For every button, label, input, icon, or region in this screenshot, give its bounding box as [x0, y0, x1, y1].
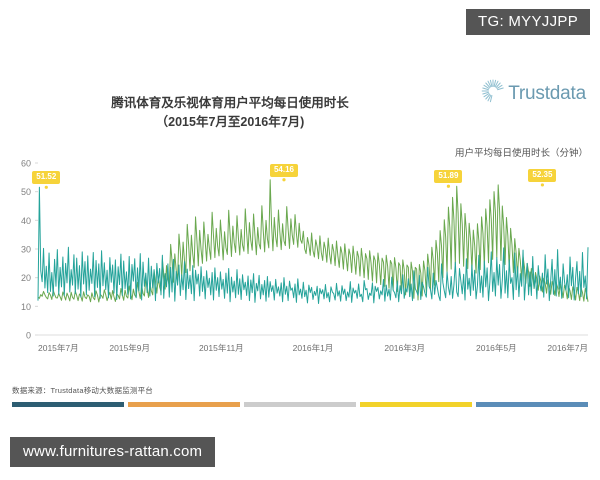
trustdata-logo: Trustdata: [480, 78, 586, 109]
x-axis-tick-label: 2016年5月: [476, 343, 517, 353]
logo-text: Trustdata: [508, 82, 586, 104]
y-axis-tick-label: 0: [26, 331, 31, 341]
x-axis-tick-label: 2015年9月: [109, 343, 150, 353]
tg-watermark: TG: MYYJJPP: [466, 9, 590, 35]
footer-color-bar: [12, 402, 588, 407]
data-point-marker: [282, 178, 286, 182]
y-axis-tick-label: 40: [21, 216, 31, 226]
color-bar-segment: [244, 402, 356, 407]
x-axis-tick-label: 2016年7月: [547, 343, 588, 353]
data-point-callout: 51.89: [434, 170, 463, 184]
x-axis-tick-label: 2016年1月: [293, 343, 334, 353]
x-axis-tick-label: 2016年3月: [384, 343, 425, 353]
y-axis-unit-note: 用户平均每日使用时长（分钟）: [454, 148, 588, 159]
y-axis-tick-label: 10: [21, 302, 31, 312]
chart-svg: 0 10 20 30 40 50 60 2015年7月 2015年9月 2015年11月 2016年…: [21, 159, 589, 353]
y-axis-tick-label: 60: [21, 159, 31, 169]
y-axis-tick-label: 30: [21, 245, 31, 255]
data-point-callout: 54.16: [269, 163, 298, 177]
chart-series-line: [37, 186, 589, 304]
data-point-marker: [540, 183, 544, 187]
x-axis-tick-label: 2015年11月: [199, 343, 244, 353]
url-watermark: www.furnitures-rattan.com: [10, 437, 216, 467]
color-bar-segment: [476, 402, 588, 407]
chart-title-line2: （2015年7月至2016年7月): [155, 115, 305, 130]
data-point-marker: [44, 185, 48, 189]
chart-title: 腾讯体育及乐视体育用户平均每日使用时长 （2015年7月至2016年7月): [0, 94, 460, 133]
y-axis-tick-label: 50: [21, 187, 31, 197]
y-axis-tick-label: 20: [21, 273, 31, 283]
chart-title-line1: 腾讯体育及乐视体育用户平均每日使用时长: [111, 96, 349, 110]
chart-series-line: [37, 179, 589, 303]
sunburst-icon: [480, 78, 506, 109]
chart-plot-area: 0 10 20 30 40 50 60 2015年7月 2015年9月 2015年11月 2016年…: [0, 155, 600, 360]
data-point-callout: 52.35: [528, 168, 557, 182]
color-bar-segment: [360, 402, 472, 407]
color-bar-segment: [12, 402, 124, 407]
data-point-callout: 51.52: [32, 171, 61, 185]
color-bar-segment: [128, 402, 240, 407]
data-point-marker: [446, 184, 451, 188]
source-note: 数据来源：Trustdata移动大数据监测平台: [12, 386, 154, 395]
x-axis-tick-label: 2015年7月: [38, 343, 79, 353]
